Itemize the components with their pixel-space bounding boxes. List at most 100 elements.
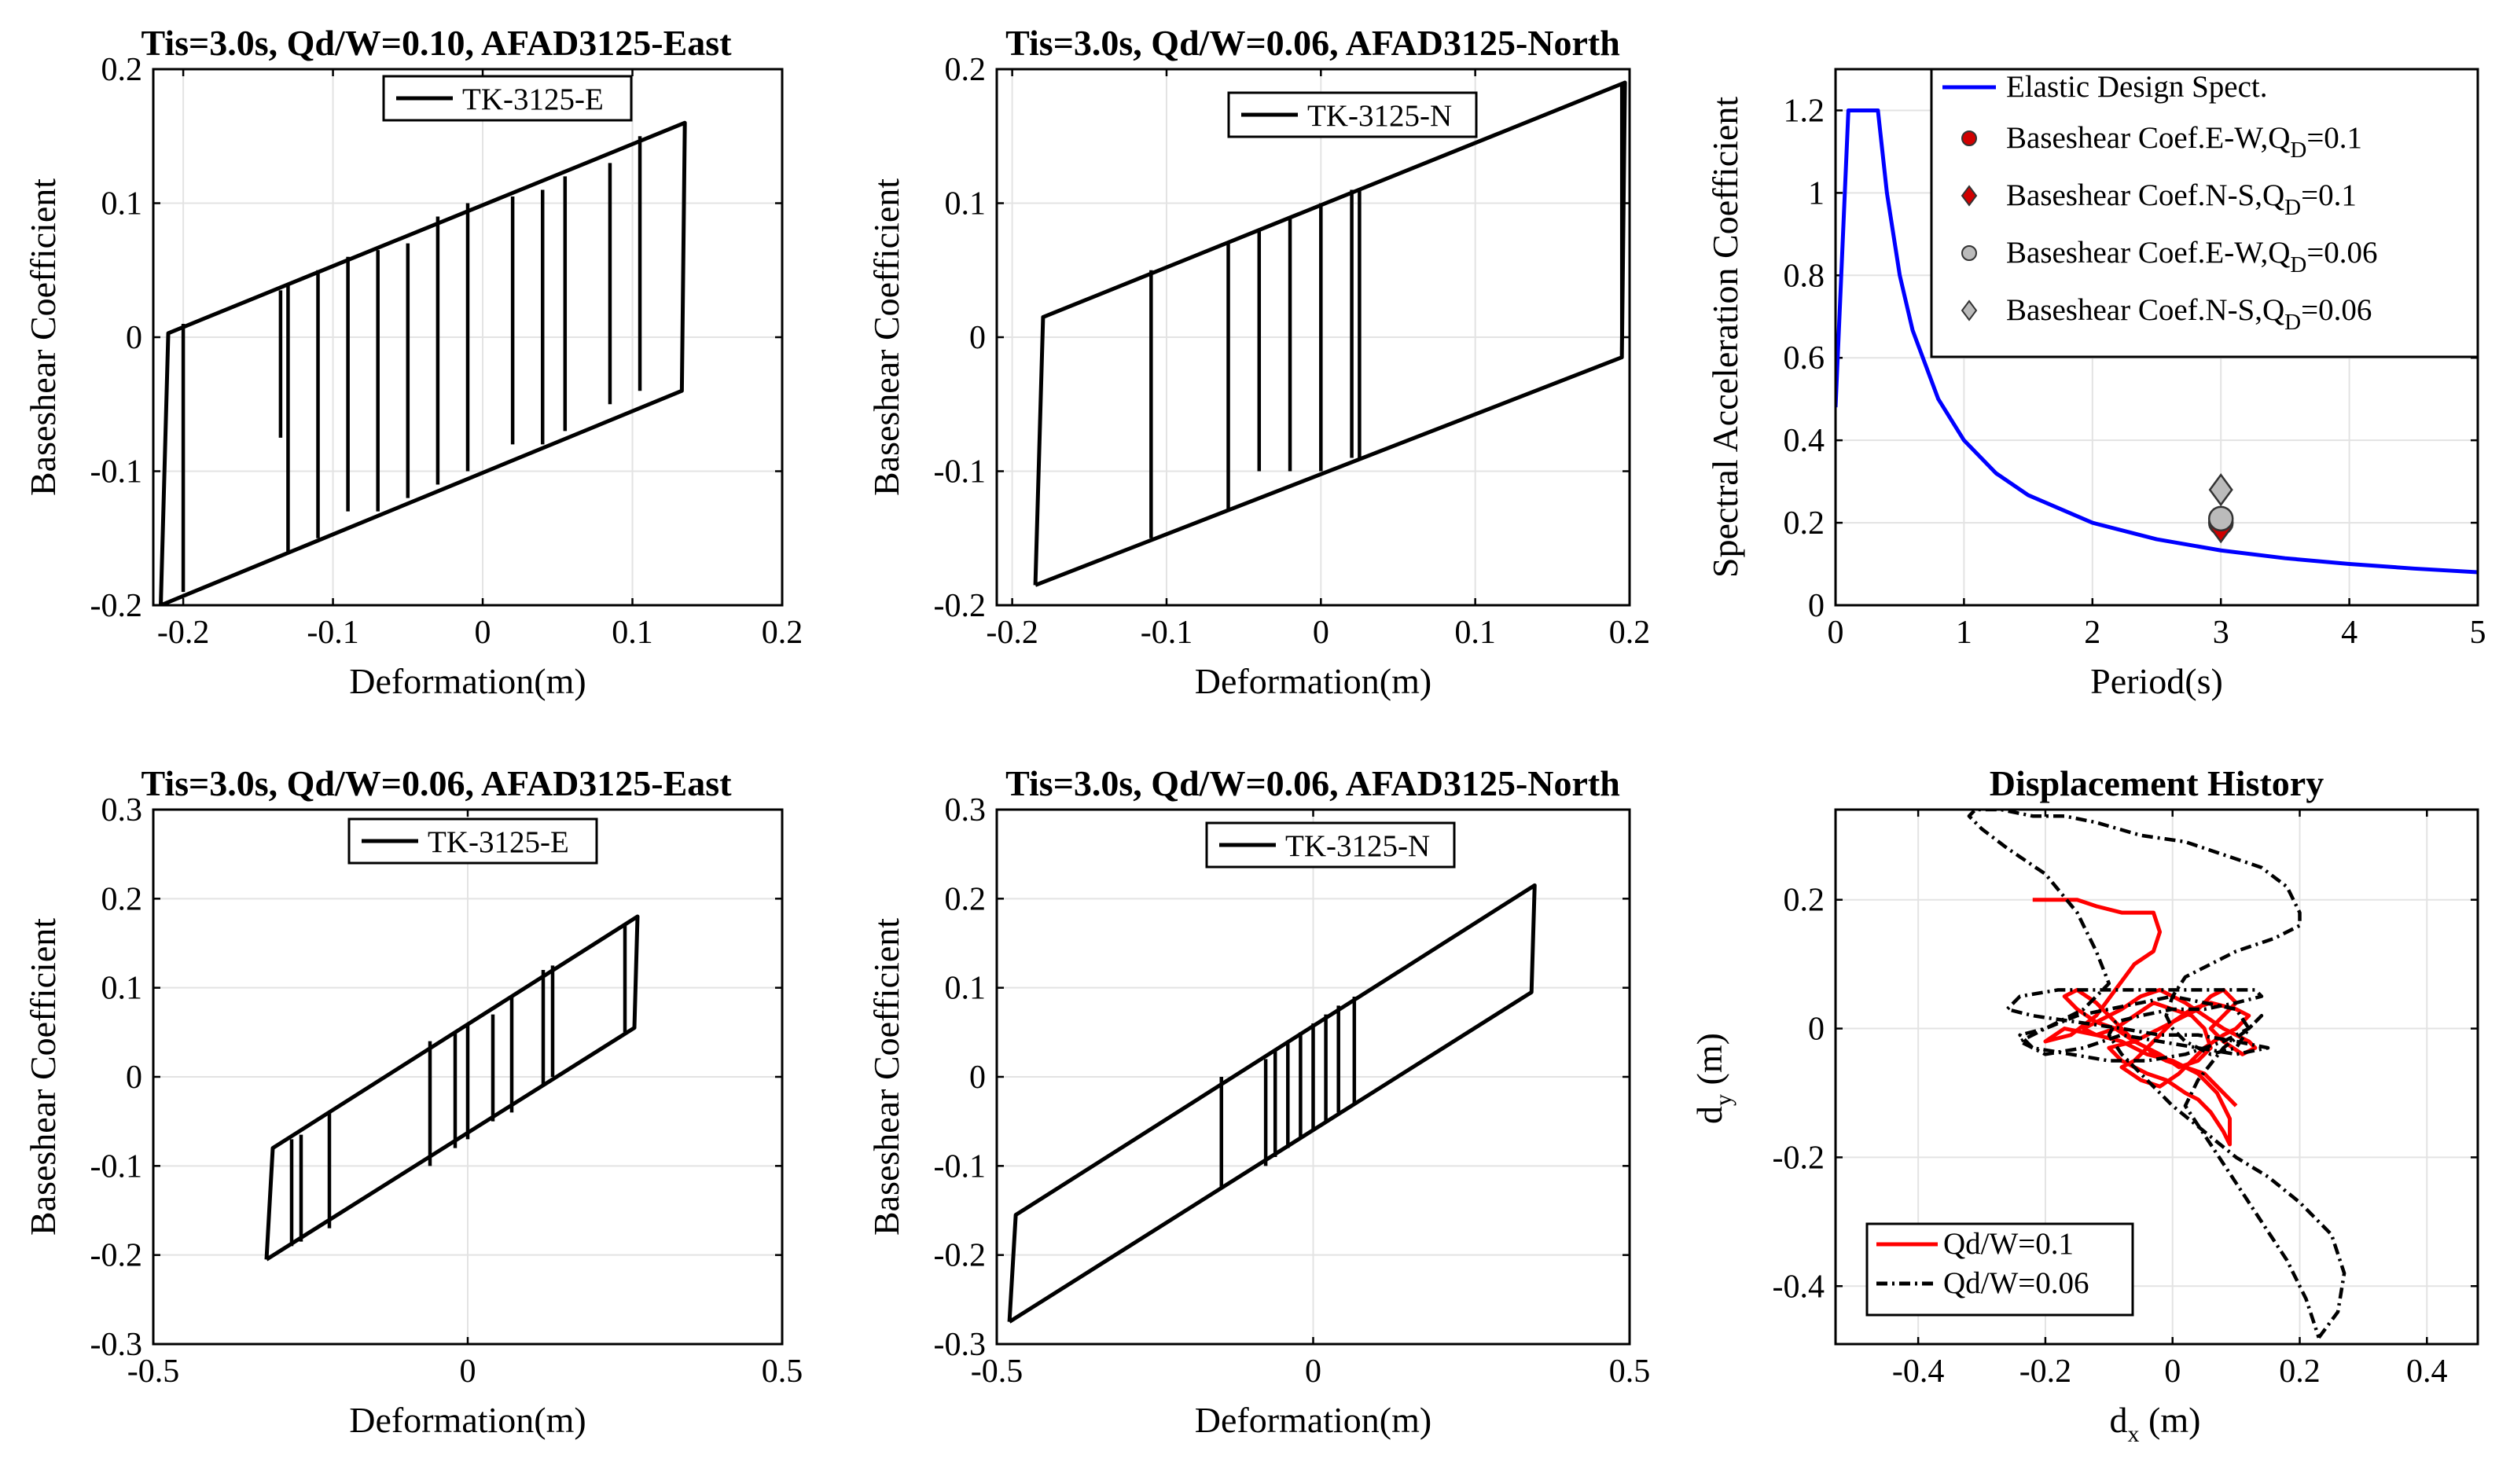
panel-title: Tis=3.0s, Qd/W=0.10, AFAD3125-East <box>141 23 732 63</box>
x-axis-label: Deformation(m) <box>349 1400 586 1440</box>
y-tick-label: 0.1 <box>101 186 143 222</box>
panel-p5: -0.5 0 0.5 -0.3 -0.2 -0.1 0 0.1 0.2 0.3 Tis=3.0s, … <box>866 763 1650 1440</box>
panel-p2: -0.2 -0.1 0 0.1 0.2 -0.2 -0.1 0 0.1 0.2 Tis=3.0s, … <box>866 23 1650 701</box>
y-tick-label: 0 <box>969 320 986 356</box>
x-tick-label: 0.1 <box>612 615 653 651</box>
axes-box <box>1834 808 2479 1346</box>
x-tick-label: 0 <box>2164 1354 2181 1390</box>
legend-box <box>1865 1222 2134 1317</box>
y-tick-label: -0.4 <box>1773 1269 1825 1305</box>
legend-entry: TK-3125-E <box>428 825 569 859</box>
hysteresis-outer-loop <box>1007 883 1537 1324</box>
x-axis-label: Deformation(m) <box>1195 661 1431 701</box>
legend: TK-3125-E <box>382 75 633 122</box>
x-tick-label: -0.2 <box>986 615 1038 651</box>
y-axis-label: dy (m) <box>1689 1033 1736 1124</box>
x-tick-label: -0.5 <box>971 1354 1023 1390</box>
x-tick-label: 2 <box>2084 615 2100 651</box>
legend: TK-3125-N <box>1205 821 1456 869</box>
y-tick-label: 0.4 <box>1784 423 1825 459</box>
x-tick-label: 0.2 <box>762 615 803 651</box>
y-tick-label: 0 <box>126 1060 142 1096</box>
series-group <box>159 120 687 605</box>
y-tick-label: -0.2 <box>1773 1140 1825 1176</box>
y-tick-label: 0.1 <box>945 971 987 1007</box>
series-group <box>1836 108 2478 575</box>
y-tick-label: -0.3 <box>90 1327 143 1363</box>
y-tick-label: -0.1 <box>90 454 143 490</box>
y-tick-label: -0.1 <box>934 1148 987 1185</box>
y-tick-label: 0.1 <box>101 971 143 1007</box>
axes-box <box>995 68 1631 607</box>
panel-title: Tis=3.0s, Qd/W=0.06, AFAD3125-North <box>1005 23 1620 63</box>
x-tick-label: 0.5 <box>762 1354 803 1390</box>
panel-title: Displacement History <box>1990 763 2324 803</box>
x-tick-label: 5 <box>2470 615 2486 651</box>
y-tick-label: 0.3 <box>101 792 143 828</box>
y-axis-label: Baseshear Coefficient <box>23 918 63 1236</box>
legend-entry: Baseshear Coef.E-W,QD=0.1 <box>2006 121 2362 163</box>
legend-entry: Qd/W=0.06 <box>1943 1266 2089 1300</box>
y-tick-label: 0.1 <box>945 186 987 222</box>
x-tick-label: 4 <box>2341 615 2358 651</box>
y-tick-label: 0.2 <box>1784 883 1825 919</box>
x-tick-label: 1 <box>1956 615 1972 651</box>
legend-entry: Qd/W=0.1 <box>1943 1227 2074 1261</box>
legend-entry: TK-3125-E <box>462 83 604 116</box>
y-axis-label: Spectral Acceleration Coefficient <box>1705 97 1745 578</box>
y-axis-label: Baseshear Coefficient <box>866 918 906 1236</box>
panel-p4: -0.5 0 0.5 -0.3 -0.2 -0.1 0 0.1 0.2 0.3Tis=3.0s, … <box>23 763 803 1440</box>
panel-p3: 0 1 2 3 4 5 0 0.2 0.4 0.6 0.8 1 1.2 Period(s) Spectral… <box>1705 68 2486 701</box>
legend-marker <box>1961 245 1977 261</box>
x-tick-label: -0.5 <box>127 1354 180 1390</box>
series-group <box>264 914 640 1262</box>
x-tick-label: 0 <box>1313 615 1329 651</box>
x-tick-label: 3 <box>2213 615 2229 651</box>
x-tick-label: 0 <box>1305 1354 1321 1390</box>
y-tick-label: 0.2 <box>945 881 987 917</box>
y-tick-label: 0 <box>969 1060 986 1096</box>
x-axis-label: dx (m) <box>2110 1400 2201 1447</box>
x-tick-label: -0.2 <box>157 615 210 651</box>
panel-p6: -0.4 -0.2 0 0.2 0.4 -0.4 -0.2 0 0.2 Displacement … <box>1689 763 2479 1447</box>
x-tick-label: 0 <box>475 615 491 651</box>
x-axis-label: Deformation(m) <box>1195 1400 1431 1440</box>
panel-title: Tis=3.0s, Qd/W=0.06, AFAD3125-East <box>141 763 732 803</box>
y-tick-label: 0.6 <box>1784 340 1825 377</box>
x-tick-label: 0.2 <box>1609 615 1651 651</box>
x-tick-label: -0.4 <box>1892 1354 1945 1390</box>
legend: TK-3125-E <box>347 817 598 865</box>
x-tick-label: 0.4 <box>2406 1354 2448 1390</box>
legend-entry: Baseshear Coef.E-W,QD=0.06 <box>2006 236 2378 277</box>
legend-marker <box>1961 185 1978 207</box>
legend: TK-3125-N <box>1227 91 1478 138</box>
axes-box <box>995 808 1631 1346</box>
legend-marker <box>1961 299 1978 321</box>
y-tick-label: -0.2 <box>90 588 143 624</box>
x-tick-label: 0 <box>460 1354 476 1390</box>
y-tick-label: 0.2 <box>945 52 987 88</box>
x-tick-label: 0.5 <box>1609 1354 1651 1390</box>
legend-entry: Elastic Design Spect. <box>2006 70 2268 104</box>
y-tick-label: 0 <box>1808 588 1825 624</box>
legend: Elastic Design Spect. Baseshear Coef.E-W,… <box>1930 68 2479 358</box>
series-line <box>1967 810 2346 1339</box>
series-line <box>2032 898 2258 1147</box>
legend-entry: TK-3125-N <box>1307 99 1452 133</box>
series-line <box>1836 108 2478 575</box>
y-axis-label: Baseshear Coefficient <box>23 178 63 496</box>
series-group <box>1967 810 2346 1339</box>
axes-box <box>152 68 784 607</box>
y-tick-label: -0.1 <box>90 1148 143 1185</box>
legend-entry: Baseshear Coef.N-S,QD=0.1 <box>2006 178 2357 220</box>
y-tick-label: 0 <box>1808 1012 1825 1048</box>
x-tick-label: 0 <box>1828 615 1844 651</box>
x-axis-label: Deformation(m) <box>349 661 586 701</box>
y-tick-label: 0.2 <box>101 881 143 917</box>
y-tick-label: 0.2 <box>1784 505 1825 542</box>
legend: Qd/W=0.1 Qd/W=0.06 <box>1865 1222 2134 1317</box>
y-tick-label: -0.2 <box>90 1238 143 1274</box>
y-axis-label: Baseshear Coefficient <box>866 178 906 496</box>
y-tick-label: 1 <box>1808 175 1825 211</box>
y-tick-label: -0.3 <box>934 1327 987 1363</box>
